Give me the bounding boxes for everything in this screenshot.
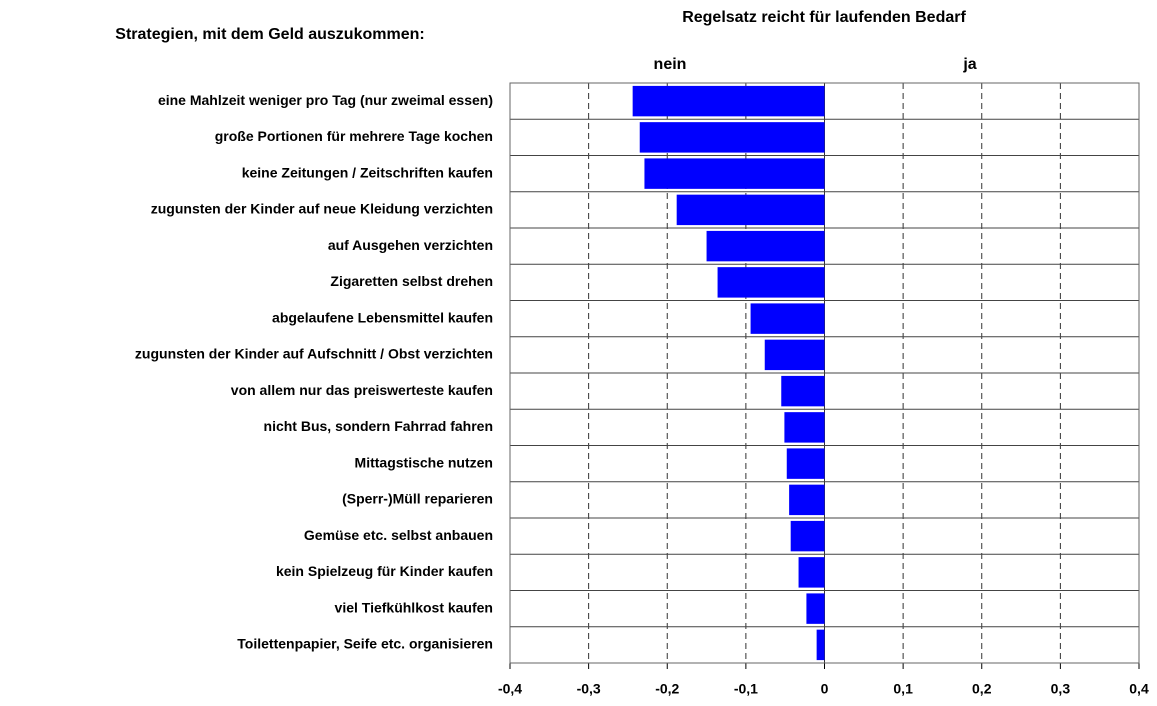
annotation: nein — [654, 56, 687, 73]
x-tick-label: -0,3 — [577, 681, 601, 697]
bar — [706, 230, 825, 262]
bar — [644, 158, 825, 189]
bar — [784, 412, 825, 443]
y-tick-label: Zigaretten selbst drehen — [330, 273, 493, 289]
y-tick-label: (Sperr-)Müll reparieren — [342, 491, 493, 507]
y-tick-label: von allem nur das preiswerteste kaufen — [231, 382, 493, 398]
y-tick-label: abgelaufene Lebensmittel kaufen — [272, 309, 493, 325]
bar — [632, 85, 825, 117]
y-tick-label: Toilettenpapier, Seife etc. organisieren — [237, 636, 493, 652]
x-tick-label: -0,2 — [655, 681, 679, 697]
bar — [786, 448, 825, 479]
bar — [789, 484, 825, 516]
y-tick-label: eine Mahlzeit weniger pro Tag (nur zweim… — [158, 92, 493, 108]
x-tick-label: 0,4 — [1129, 681, 1149, 697]
bar — [798, 557, 825, 588]
y-tick-label: Mittagstische nutzen — [355, 454, 493, 470]
bar — [816, 629, 825, 661]
y-tick-label: große Portionen für mehrere Tage kochen — [215, 128, 493, 144]
y-tick-label: nicht Bus, sondern Fahrrad fahren — [264, 418, 493, 434]
bar — [790, 520, 825, 552]
y-tick-label: keine Zeitungen / Zeitschriften kaufen — [242, 164, 493, 180]
bar — [639, 122, 825, 153]
y-tick-label: zugunsten der Kinder auf Aufschnitt / Ob… — [135, 346, 493, 362]
bar — [781, 375, 825, 407]
bar — [717, 267, 825, 298]
x-tick-label: 0,2 — [972, 681, 992, 697]
x-tick-label: 0 — [821, 681, 829, 697]
x-tick-label: -0,1 — [734, 681, 758, 697]
bar — [676, 194, 825, 226]
category-axis-title: Strategien, mit dem Geld auszukommen: — [115, 26, 424, 43]
y-tick-label: viel Tiefkühlkost kaufen — [335, 599, 493, 615]
x-tick-label: 0,1 — [893, 681, 913, 697]
plot-border — [509, 82, 1140, 664]
x-tick-label: 0,3 — [1051, 681, 1071, 697]
bar — [806, 593, 825, 624]
bar — [750, 303, 825, 334]
x-tick-label: -0,4 — [498, 681, 522, 697]
annotation: ja — [962, 56, 976, 73]
y-tick-label: kein Spielzeug für Kinder kaufen — [276, 563, 493, 579]
y-tick-label: Gemüse etc. selbst anbauen — [304, 527, 493, 543]
bar — [764, 339, 825, 371]
y-tick-label: auf Ausgehen verzichten — [328, 237, 493, 253]
chart-title: Regelsatz reicht für laufenden Bedarf — [682, 9, 966, 26]
y-tick-label: zugunsten der Kinder auf neue Kleidung v… — [151, 201, 493, 217]
